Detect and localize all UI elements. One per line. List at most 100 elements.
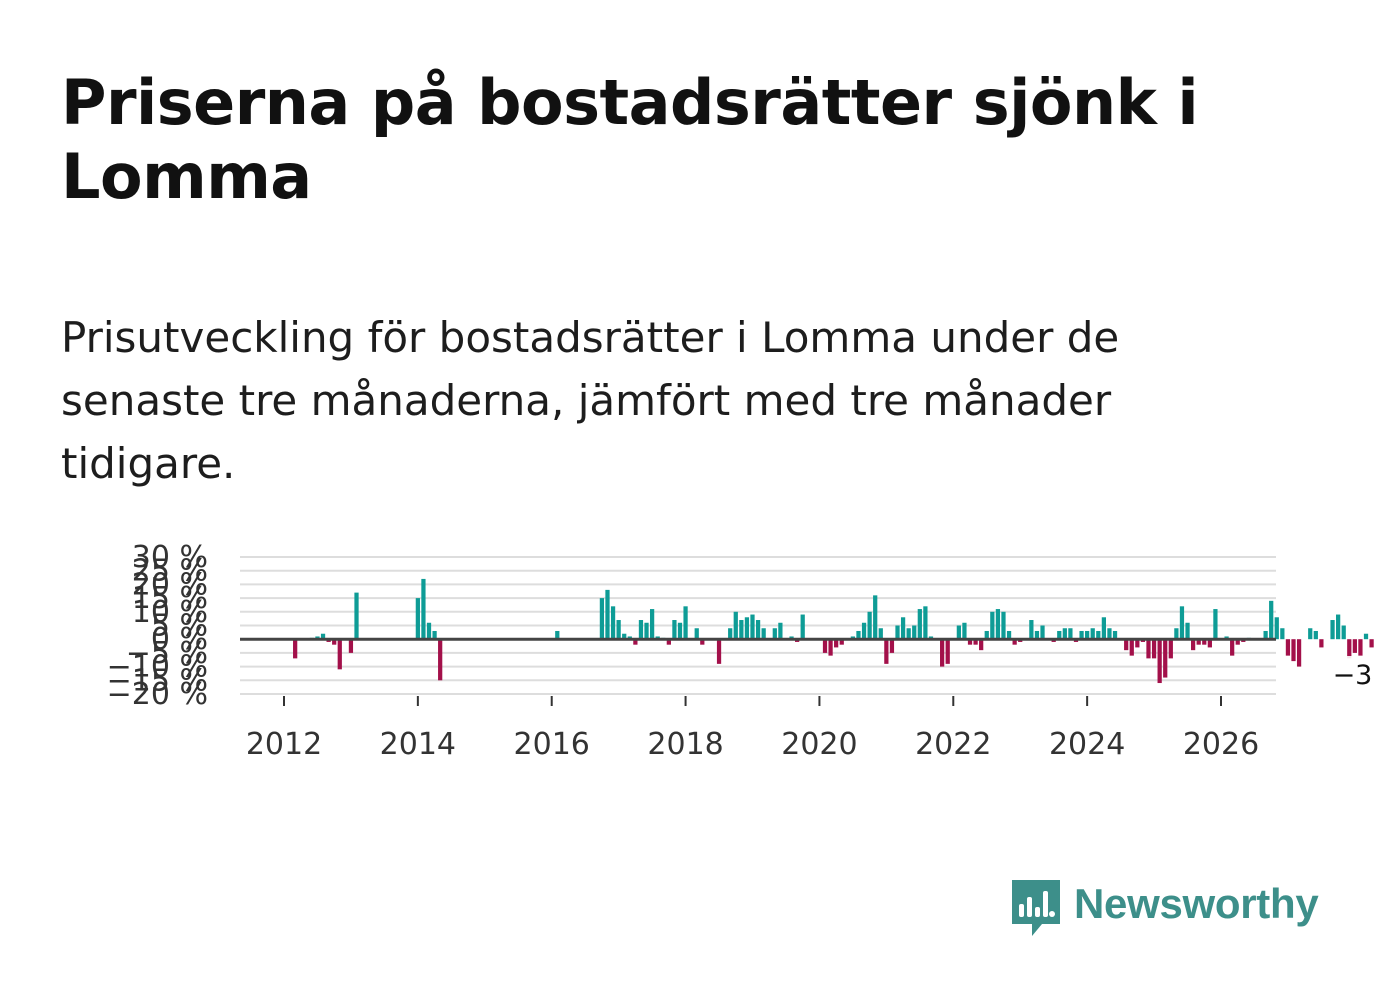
bars: [293, 578, 1374, 684]
bar: [438, 639, 443, 681]
brand-name: Newsworthy: [1074, 880, 1319, 927]
x-tick-label: 2016: [514, 727, 590, 762]
bar: [822, 639, 828, 653]
bar: [1101, 617, 1106, 640]
y-tick-label: 15 %: [132, 581, 208, 616]
bar: [348, 639, 354, 653]
bar: [834, 639, 839, 648]
bar-chart: −20 %−15 %−10 %−5 %0 %5 %10 %15 %20 %25 …: [107, 540, 1382, 762]
x-tick-label: 2020: [781, 727, 857, 762]
bar: [772, 628, 777, 640]
bar: [1179, 606, 1185, 640]
x-tick-label: 2024: [1049, 727, 1125, 762]
bar: [1029, 620, 1034, 640]
bar: [1296, 639, 1302, 667]
bar: [973, 639, 978, 645]
bar: [644, 622, 649, 640]
bar: [917, 609, 922, 640]
y-tick-label: 30 %: [132, 540, 208, 575]
bar: [1168, 639, 1173, 659]
y-axis-tick-labels: −20 %−15 %−10 %−5 %0 %5 %10 %15 %20 %25 …: [107, 540, 208, 712]
bar: [1230, 639, 1235, 656]
chart-subtitle: Prisutveckling för bostadsrätter i Lomma…: [61, 313, 1120, 488]
bar: [649, 609, 655, 640]
bar: [1269, 600, 1274, 640]
bar: [616, 620, 621, 640]
bar: [1157, 639, 1162, 684]
bar: [873, 595, 878, 640]
y-tick-label: −5 %: [126, 636, 208, 671]
bar: [337, 639, 342, 670]
brand-logo: Newsworthy: [1010, 878, 1319, 940]
bar: [1079, 630, 1084, 640]
bar: [750, 614, 755, 640]
y-tick-label: 25 %: [132, 554, 208, 589]
bar: [1358, 639, 1363, 656]
bar: [1313, 630, 1318, 640]
bar: [694, 628, 699, 640]
bar: [1341, 625, 1346, 640]
bar: [1068, 628, 1073, 640]
bar: [979, 639, 984, 651]
bar: [1291, 639, 1296, 662]
bar: [1363, 633, 1369, 640]
bar: [716, 639, 722, 664]
bar: [1057, 630, 1062, 640]
bar: [1096, 630, 1101, 640]
bar: [945, 639, 950, 664]
bar: [1006, 630, 1012, 640]
bar: [1347, 639, 1352, 659]
bar: [940, 639, 945, 667]
end-annotation: −3 %: [1331, 656, 1382, 691]
bar: [1174, 628, 1179, 640]
bar: [923, 606, 928, 640]
bar: [610, 606, 616, 640]
bar: [1319, 639, 1324, 648]
bar: [672, 620, 677, 640]
y-tick-label: 5 %: [151, 609, 208, 644]
bar: [1274, 617, 1279, 640]
x-tick-label: 2018: [647, 727, 723, 762]
end-label: −3 %: [1333, 660, 1382, 691]
x-tick-label: 2014: [380, 727, 456, 762]
bar: [800, 614, 805, 640]
bar: [432, 630, 437, 640]
bar: [755, 620, 761, 640]
x-tick-label: 2022: [915, 727, 991, 762]
bar: [332, 639, 337, 645]
newsworthy-logo-icon: [1012, 880, 1060, 936]
bar: [995, 609, 1001, 640]
bar: [1034, 630, 1040, 640]
bar: [555, 630, 560, 640]
bar: [700, 639, 705, 645]
bar: [1330, 620, 1335, 640]
bar: [900, 617, 906, 640]
bar: [739, 620, 744, 640]
bar: [1352, 639, 1357, 653]
y-tick-label: −10 %: [107, 650, 208, 685]
bar: [1146, 639, 1151, 659]
bar: [895, 625, 900, 640]
end-label-background: [1331, 656, 1382, 690]
bar: [1213, 609, 1218, 640]
bar: [990, 611, 995, 640]
bar: [426, 622, 432, 640]
bar: [1151, 639, 1157, 659]
y-tick-label: 10 %: [132, 595, 208, 630]
bar: [1112, 630, 1118, 640]
bar: [1062, 628, 1067, 640]
bar: [1196, 639, 1201, 645]
bar: [1285, 639, 1291, 656]
bar: [1202, 639, 1207, 645]
bar: [1040, 625, 1045, 640]
bar: [293, 639, 298, 659]
bar: [633, 639, 638, 645]
bar: [867, 611, 872, 640]
bar: [962, 622, 967, 640]
bar: [1085, 630, 1090, 640]
bar: [778, 622, 783, 640]
chart-title: Priserna på bostadsrätter sjönk i Lomma: [61, 66, 1199, 213]
bar: [683, 606, 688, 640]
bar: [638, 620, 644, 640]
bar: [1369, 639, 1374, 648]
